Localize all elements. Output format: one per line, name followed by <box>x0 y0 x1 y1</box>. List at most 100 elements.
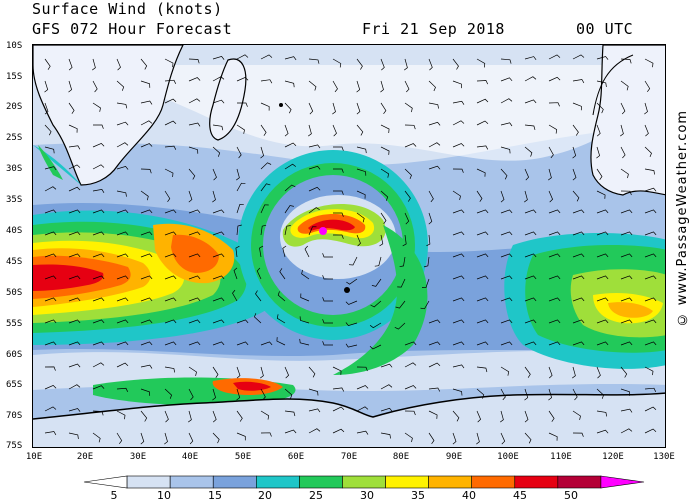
wind-barb <box>276 337 286 346</box>
wind-barb <box>93 124 104 129</box>
wind-barb <box>428 102 439 109</box>
wind-barb <box>92 142 105 148</box>
wind-barb <box>236 224 242 236</box>
wind-barb <box>68 186 81 192</box>
wind-barb <box>524 56 537 61</box>
wind-barb <box>164 168 174 178</box>
wind-barb <box>140 190 149 201</box>
wind-barb <box>188 122 201 127</box>
wind-barb <box>476 319 489 324</box>
wind-barb <box>92 410 104 416</box>
wind-barb <box>237 102 248 107</box>
legend-label: 15 <box>208 489 222 502</box>
wind-barb <box>356 366 368 372</box>
wind-barb <box>572 231 585 236</box>
wind-barb <box>44 297 57 302</box>
lat-label: 75S <box>6 441 23 451</box>
wind-barb <box>644 231 657 236</box>
wind-barb <box>380 190 389 201</box>
wind-barb <box>92 385 105 390</box>
wind-barb <box>188 341 201 346</box>
wind-barb <box>259 366 264 379</box>
wind-barb <box>212 76 225 82</box>
legend-swatch <box>342 475 386 489</box>
wind-barb <box>548 410 555 422</box>
wind-barb <box>332 124 337 137</box>
wind-barb <box>452 143 465 148</box>
lat-label: 20S <box>6 102 23 112</box>
wind-barb <box>596 102 604 114</box>
wind-barb <box>284 366 290 379</box>
wind-barb <box>212 366 219 378</box>
wind-barb <box>116 209 129 214</box>
wind-barb <box>116 410 126 420</box>
wind-barb <box>428 190 434 203</box>
wind-barb <box>596 297 609 302</box>
wind-barb <box>596 146 601 159</box>
wind-barb <box>426 234 431 247</box>
wind-barb <box>44 366 56 371</box>
wind-barb <box>572 79 585 84</box>
wind-barb <box>92 209 105 214</box>
wind-barb <box>164 410 169 423</box>
wind-barb <box>548 319 561 324</box>
wind-barb <box>92 319 105 324</box>
wind-barb <box>212 341 225 346</box>
south-belt-50kt <box>233 381 271 391</box>
lat-label: 55S <box>6 319 23 329</box>
wind-barb <box>524 146 533 157</box>
wind-barb <box>476 253 489 258</box>
wind-barb <box>68 58 73 71</box>
lat-label: 70S <box>6 411 23 421</box>
wind-barb <box>596 366 601 379</box>
wind-barb <box>404 385 417 390</box>
wind-barb <box>236 124 245 134</box>
legend-swatch <box>256 475 300 489</box>
wind-barb <box>548 102 560 107</box>
wind-map[interactable] <box>32 44 666 448</box>
wind-barb <box>620 209 633 214</box>
wind-barb <box>68 80 73 93</box>
wind-barb <box>380 168 389 178</box>
lon-label: 100E <box>497 452 519 462</box>
wind-barb <box>116 102 128 109</box>
wind-barb <box>308 388 319 396</box>
wind-barb <box>116 297 129 302</box>
wind-barb <box>644 102 648 115</box>
wind-barb <box>164 319 177 324</box>
wind-barb <box>282 245 287 258</box>
wind-barb <box>572 54 585 60</box>
wind-barb <box>548 275 561 280</box>
wind-barb <box>235 245 240 258</box>
wind-barb <box>476 275 489 280</box>
lon-label: 40E <box>181 452 199 462</box>
wind-barb <box>260 79 273 84</box>
lat-label: 65S <box>6 380 23 390</box>
lat-label: 30S <box>6 164 23 174</box>
wind-barb <box>644 58 654 68</box>
wind-barb <box>188 231 201 236</box>
wind-barb <box>476 80 489 85</box>
wind-barb <box>500 388 506 401</box>
wind-barb <box>572 319 585 324</box>
wind-barb <box>596 341 609 346</box>
wind-barb <box>284 163 297 170</box>
wind-barb <box>345 300 358 305</box>
wind-barb <box>644 387 657 392</box>
wind-barb <box>524 388 529 401</box>
wind-barb <box>116 362 129 368</box>
lat-label: 25S <box>6 133 23 143</box>
wind-barb <box>548 297 561 302</box>
wind-barb <box>380 80 384 93</box>
wind-barb <box>404 143 417 148</box>
wind-barb <box>308 102 314 115</box>
wind-barb <box>620 341 633 346</box>
wind-barb <box>596 80 607 87</box>
wind-barb <box>452 58 459 70</box>
wind-barb <box>620 388 631 396</box>
wind-barb <box>572 168 577 181</box>
wind-barb <box>620 297 633 302</box>
wind-barb <box>116 231 129 236</box>
wind-barb <box>116 121 129 126</box>
wind-barb <box>404 362 417 368</box>
